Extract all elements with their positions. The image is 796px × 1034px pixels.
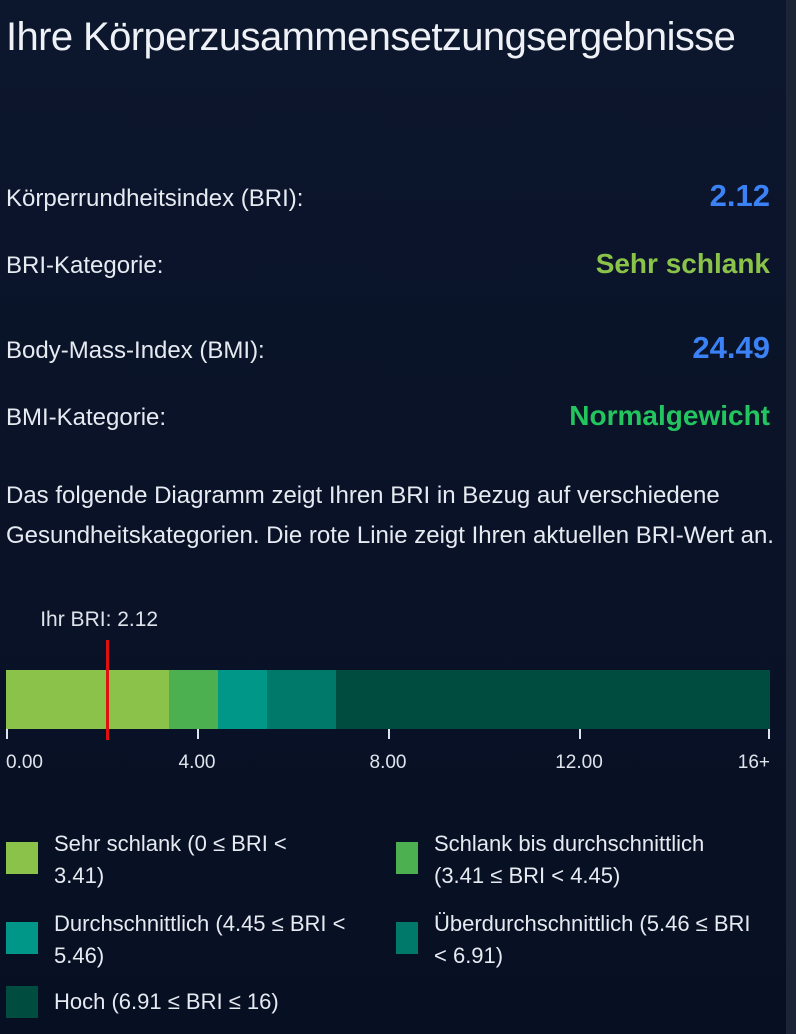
legend-swatch [6,986,38,1018]
bar-segment-2 [168,670,219,729]
legend-label: Hoch (6.91 ≤ BRI ≤ 16) [54,989,279,1014]
bar-segment-1 [6,670,169,729]
legend-label: Durchschnittlich (4.45 ≤ BRI < 5.46) [54,911,346,968]
bri-marker-line [105,640,109,740]
bri-category-row: BRI-Kategorie: Sehr schlank [6,248,770,280]
bar-segment-4 [266,670,336,729]
bri-value: 2.12 [709,178,770,213]
bmi-category-label: BMI-Kategorie: [6,404,167,431]
bmi-category-value: Normalgewicht [569,400,770,431]
bri-marker-label: Ihr BRI: 2.12 [40,608,159,631]
bar-segment-3 [218,670,267,729]
bmi-label: Body-Mass-Index (BMI): [6,337,265,364]
x-tick [197,729,199,739]
x-tick [388,729,390,739]
page-title: Ihre Körperzusammensetzungsergebnisse [6,15,736,59]
scrollbar[interactable] [786,0,796,1034]
x-tick [768,729,770,739]
legend-swatch [396,922,418,954]
x-tick [6,729,8,739]
legend-label: Überdurchschnittlich (5.46 ≤ BRI < 6.91) [434,911,751,968]
x-tick-label: 8.00 [369,752,407,773]
legend-item: Schlank bis durchschnittlich (3.41 ≤ BRI… [396,828,756,892]
x-tick [579,729,581,739]
bri-range-bar [6,670,770,729]
bri-label: Körperrundheitsindex (BRI): [6,185,304,212]
legend-item: Überdurchschnittlich (5.46 ≤ BRI < 6.91) [396,908,756,972]
legend-label: Schlank bis durchschnittlich (3.41 ≤ BRI… [434,831,705,888]
bri-row: Körperrundheitsindex (BRI): 2.12 [6,178,770,214]
legend-swatch [396,842,418,874]
bmi-category-row: BMI-Kategorie: Normalgewicht [6,400,770,432]
x-tick-label: 4.00 [178,752,216,773]
legend-item: Hoch (6.91 ≤ BRI ≤ 16) [6,986,346,1018]
bmi-value: 24.49 [692,330,770,365]
legend-label: Sehr schlank (0 ≤ BRI < 3.41) [54,831,287,888]
bri-category-label: BRI-Kategorie: [6,252,164,279]
x-tick-label: 16+ [737,752,770,773]
chart-description: Das folgende Diagramm zeigt Ihren BRI in… [6,482,774,549]
legend-swatch [6,922,38,954]
x-tick-label: 12.00 [555,752,603,773]
legend-swatch [6,842,38,874]
bri-category-value: Sehr schlank [595,248,770,279]
x-tick-label: 0.00 [6,752,43,773]
legend-item: Durchschnittlich (4.45 ≤ BRI < 5.46) [6,908,346,972]
bmi-row: Body-Mass-Index (BMI): 24.49 [6,330,770,366]
bar-segment-5 [335,670,770,729]
legend-item: Sehr schlank (0 ≤ BRI < 3.41) [6,828,336,892]
